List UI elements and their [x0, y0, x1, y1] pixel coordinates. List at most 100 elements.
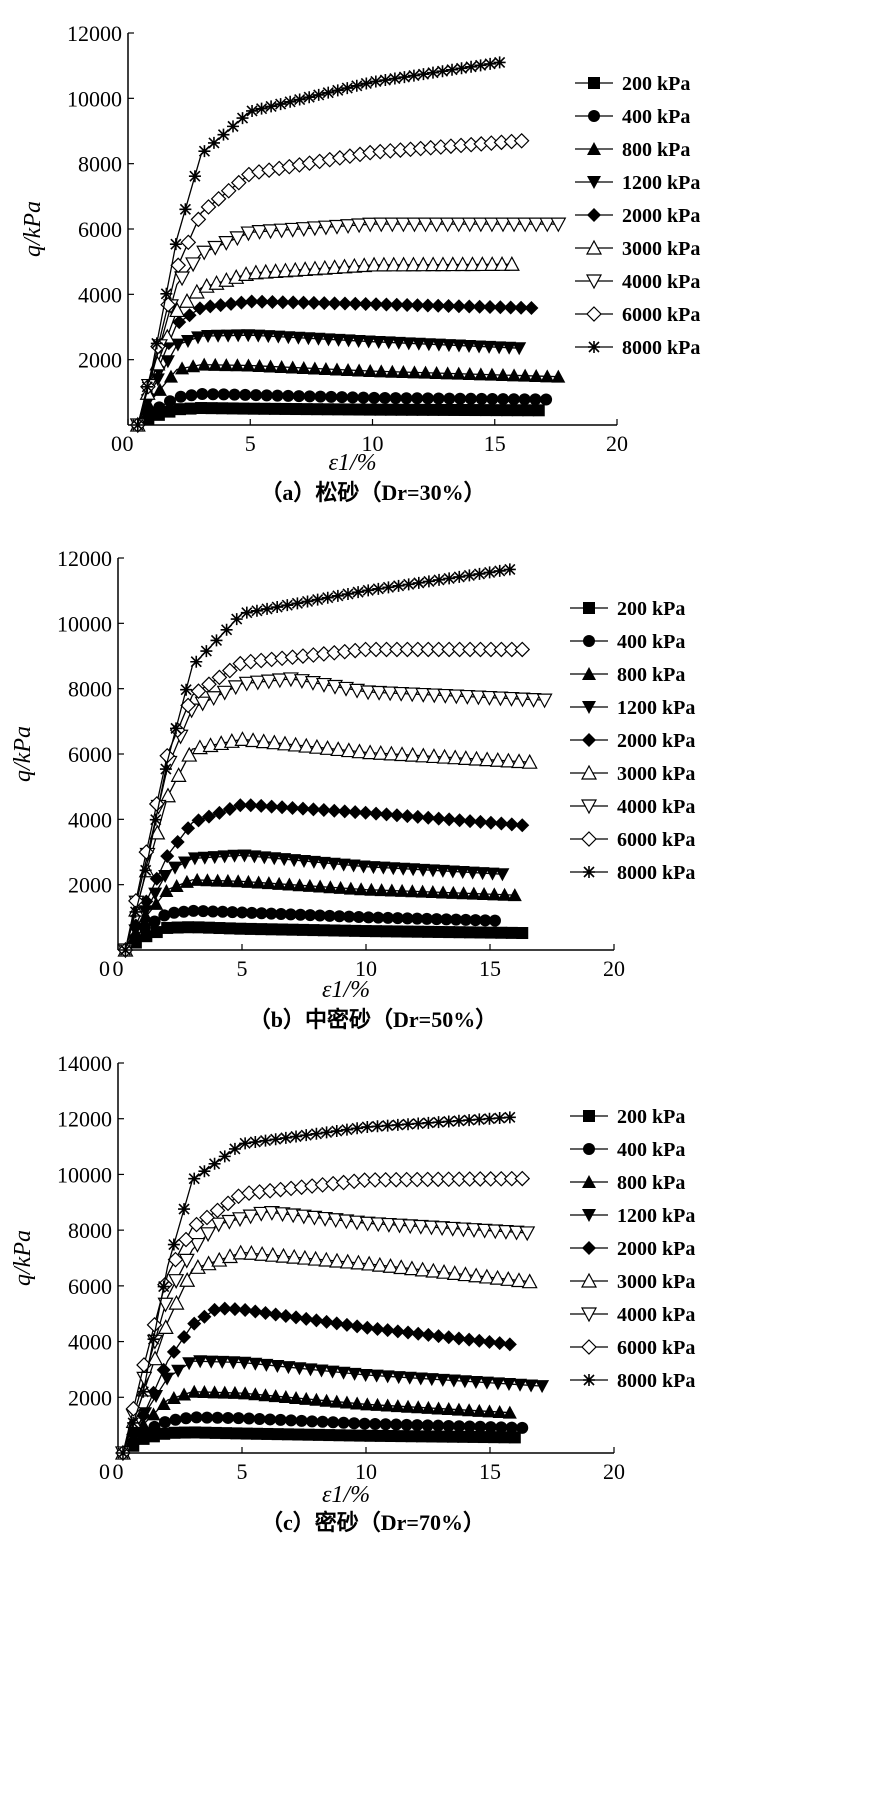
data-point: [451, 339, 466, 353]
data-point: [325, 1365, 340, 1379]
data-point: [247, 850, 262, 864]
y-tick-label: 6000: [68, 742, 112, 767]
data-point: [443, 572, 456, 585]
data-point: [415, 1430, 428, 1443]
data-point: [503, 1111, 516, 1124]
data-point: [454, 256, 471, 272]
data-point: [169, 1413, 182, 1426]
data-point: [412, 1117, 425, 1130]
data-point: [223, 733, 240, 748]
data-point: [469, 404, 482, 417]
data-point: [178, 1426, 191, 1439]
data-point: [150, 926, 163, 939]
data-point: [370, 1397, 385, 1411]
data-point: [497, 1225, 514, 1240]
data-point: [243, 798, 258, 813]
data-point: [246, 104, 259, 117]
data-point: [300, 403, 313, 416]
data-point: [516, 1421, 529, 1434]
data-point: [528, 217, 545, 233]
data-point: [353, 403, 366, 416]
data-point: [495, 868, 510, 882]
data-point: [190, 655, 203, 668]
data-point: [458, 404, 471, 417]
series-1200-kPa: [118, 849, 510, 957]
data-point: [281, 599, 294, 612]
data-point: [168, 1294, 185, 1310]
data-point: [331, 84, 344, 97]
data-point: [326, 259, 343, 275]
data-point: [204, 1355, 219, 1369]
data-point: [286, 295, 301, 310]
data-point: [191, 813, 206, 828]
data-point: [425, 256, 442, 272]
data-point: [286, 1248, 303, 1264]
data-point: [476, 1223, 493, 1239]
data-point: [532, 404, 545, 417]
data-point: [241, 874, 256, 888]
data-point: [411, 337, 426, 351]
data-point: [483, 566, 496, 579]
data-point: [319, 1314, 334, 1329]
data-point: [263, 359, 278, 373]
data-point: [507, 888, 522, 902]
data-point: [451, 1171, 468, 1188]
data-point: [348, 1417, 361, 1430]
data-point: [478, 1268, 495, 1284]
data-point: [507, 368, 522, 382]
data-point: [510, 1272, 527, 1288]
data-point: [358, 1417, 371, 1430]
data-point: [327, 803, 342, 818]
data-point: [287, 854, 302, 868]
data-point: [482, 300, 497, 315]
legend-label: 200 kPa: [617, 1106, 685, 1128]
y-tick-label: 6000: [78, 217, 122, 242]
data-point: [131, 419, 144, 431]
data-point: [167, 1238, 180, 1251]
data-point: [277, 735, 294, 751]
data-point: [494, 816, 509, 831]
panel-caption: （c）密砂（Dr=70%）: [261, 1510, 485, 1535]
data-point: [285, 1414, 298, 1427]
data-point: [434, 1221, 451, 1237]
data-point: [193, 1355, 208, 1369]
data-point: [426, 688, 443, 704]
data-point: [473, 814, 488, 829]
data-point: [466, 1223, 483, 1238]
data-point: [356, 257, 373, 273]
data-point: [350, 1254, 367, 1270]
data-point: [371, 685, 388, 701]
data-point: [326, 857, 341, 871]
data-point: [248, 1357, 263, 1371]
data-point: [407, 69, 420, 82]
data-point: [160, 849, 175, 864]
data-point: [281, 1361, 296, 1375]
data-point: [385, 403, 398, 416]
data-point: [299, 1391, 314, 1405]
data-point: [535, 1380, 550, 1394]
data-point: [297, 261, 314, 277]
data-point: [370, 1217, 387, 1233]
data-point: [264, 799, 279, 814]
x-tick-label: 15: [479, 1459, 501, 1484]
data-point: [185, 389, 198, 402]
data-point: [180, 234, 197, 251]
data-point: [415, 747, 432, 763]
data-point: [255, 294, 270, 309]
data-point: [282, 877, 297, 891]
data-point: [469, 914, 482, 927]
data-point: [446, 1265, 463, 1280]
data-point: [361, 335, 376, 349]
series-4000-kPa: [129, 217, 567, 434]
data-point: [243, 1245, 260, 1260]
data-point: [356, 1172, 373, 1189]
data-point: [160, 287, 173, 300]
data-point: [241, 329, 256, 343]
data-point: [373, 217, 390, 233]
series-8000-kPa: [131, 56, 506, 431]
data-point: [472, 217, 489, 233]
data-point: [453, 926, 466, 939]
data-point: [417, 217, 434, 233]
data-point: [298, 737, 315, 753]
data-point: [320, 1126, 333, 1139]
